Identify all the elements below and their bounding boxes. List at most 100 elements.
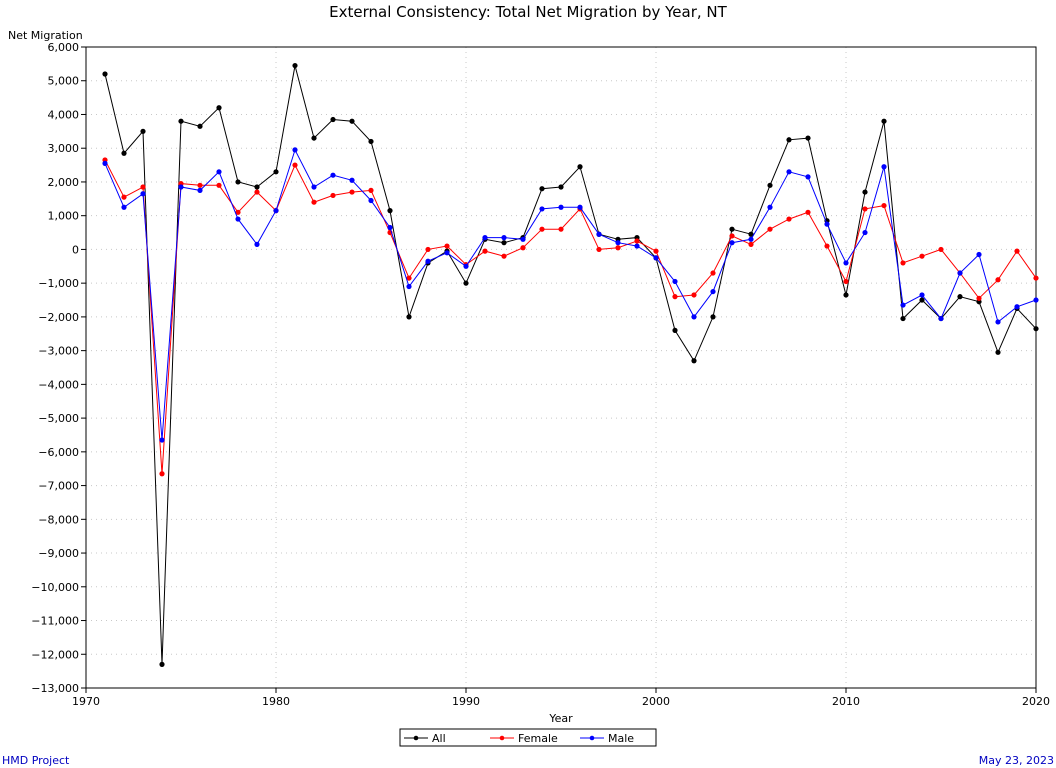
data-point-all	[748, 231, 754, 237]
legend-label-male: Male	[608, 732, 634, 745]
data-point-all	[216, 105, 222, 111]
data-point-male	[748, 236, 754, 242]
data-point-female	[292, 162, 298, 168]
data-point-female	[900, 260, 906, 266]
y-tick-label: −2,000	[38, 311, 79, 324]
x-tick-label: 2010	[832, 695, 860, 708]
data-point-male	[121, 204, 127, 210]
data-point-male	[482, 235, 488, 241]
legend-label-all: All	[432, 732, 446, 745]
data-point-all	[539, 186, 545, 192]
data-point-all	[311, 135, 317, 141]
y-tick-label: 0	[72, 243, 79, 256]
data-point-female	[330, 192, 336, 199]
data-point-female	[729, 233, 735, 239]
data-point-female	[976, 295, 982, 301]
y-tick-label: −7,000	[38, 480, 79, 493]
data-point-female	[596, 246, 602, 253]
data-point-female	[748, 241, 754, 247]
data-point-male	[805, 174, 811, 180]
data-point-all	[767, 182, 773, 188]
data-point-female	[254, 189, 260, 195]
data-point-male	[976, 251, 982, 258]
x-tick-label: 1990	[452, 695, 480, 708]
data-point-female	[520, 245, 526, 251]
series-male	[102, 147, 1039, 443]
data-point-all	[995, 349, 1001, 355]
data-point-female	[710, 270, 716, 276]
data-point-male	[311, 184, 317, 190]
data-point-female	[634, 238, 640, 244]
data-point-all	[501, 240, 507, 246]
footer-left: HMD Project	[2, 754, 70, 767]
data-point-male	[900, 302, 906, 308]
y-ticks: 6,000 5,000 4,000 3,000 2,000 1,000 0 −1,000 −2,…	[31, 41, 86, 695]
data-point-male	[634, 243, 640, 249]
data-point-all	[805, 135, 811, 141]
data-point-female	[539, 226, 545, 232]
data-point-male	[729, 240, 735, 246]
data-point-male	[843, 260, 849, 266]
data-point-all	[273, 169, 279, 175]
data-point-all	[862, 189, 868, 195]
data-point-female	[501, 253, 507, 259]
data-point-male	[577, 204, 583, 210]
data-point-all	[710, 314, 716, 320]
data-point-male	[938, 315, 944, 322]
legend-swatch-marker	[499, 735, 505, 741]
y-tick-label: −4,000	[38, 378, 79, 391]
data-point-male	[501, 235, 507, 241]
data-point-female	[1033, 275, 1039, 281]
data-point-all	[159, 661, 165, 667]
legend: All Female Male	[399, 728, 657, 747]
data-point-female	[216, 182, 222, 188]
data-point-male	[824, 221, 830, 227]
data-point-female	[881, 202, 887, 209]
data-point-male	[425, 258, 431, 264]
data-point-all	[919, 297, 925, 303]
data-point-female	[558, 226, 564, 232]
data-point-female	[919, 253, 925, 259]
data-point-female	[425, 246, 431, 253]
y-tick-label: −13,000	[31, 682, 79, 695]
data-point-female	[767, 226, 773, 232]
data-point-all	[672, 327, 678, 333]
data-point-male	[406, 283, 412, 290]
data-point-female	[368, 187, 374, 193]
footer-right: May 23, 2023	[979, 754, 1054, 767]
y-tick-label: −9,000	[38, 547, 79, 560]
data-point-all	[121, 150, 127, 156]
data-point-all	[577, 164, 583, 170]
series-line-all	[104, 65, 1037, 665]
x-tick-label: 2000	[642, 695, 670, 708]
data-point-male	[786, 169, 792, 175]
data-point-all	[1033, 326, 1039, 332]
data-point-male	[216, 169, 222, 175]
data-point-all	[387, 208, 393, 214]
legend-swatch-marker	[589, 735, 595, 741]
legend-box	[399, 728, 657, 747]
data-point-all	[463, 280, 469, 286]
data-point-male	[710, 288, 716, 295]
data-point-all	[102, 71, 108, 77]
y-axis-label: Net Migration	[8, 29, 83, 42]
data-point-male	[140, 191, 146, 197]
data-point-male	[520, 236, 526, 242]
data-point-male	[349, 177, 355, 183]
data-point-male	[767, 204, 773, 210]
data-point-male	[1033, 297, 1039, 303]
y-tick-label: −8,000	[38, 513, 79, 526]
data-point-male	[558, 204, 564, 210]
data-point-all	[558, 184, 564, 190]
data-point-male	[444, 250, 450, 256]
y-tick-label: −12,000	[31, 648, 79, 661]
data-point-male	[235, 216, 241, 222]
data-point-female	[615, 245, 621, 251]
gridlines	[86, 47, 1036, 688]
data-point-female	[843, 278, 849, 285]
data-point-female	[938, 246, 944, 253]
data-point-female	[444, 243, 450, 249]
data-point-male	[957, 270, 963, 276]
data-point-male	[919, 292, 925, 298]
y-tick-label: 3,000	[48, 142, 80, 155]
